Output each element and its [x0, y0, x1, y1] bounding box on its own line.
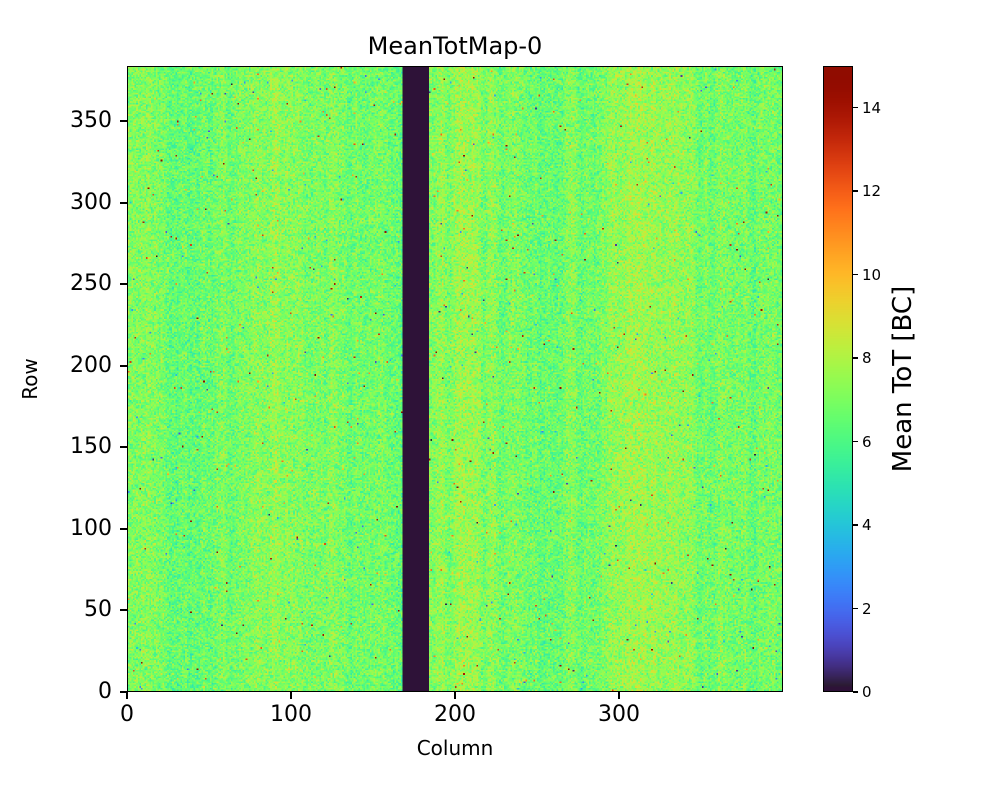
y-tick-mark [120, 201, 127, 204]
colorbar-canvas [824, 67, 852, 691]
colorbar-tick-label: 2 [862, 599, 872, 618]
colorbar-tick-label: 8 [862, 349, 872, 368]
y-tick-label: 350 [70, 108, 112, 134]
chart-title: MeanTotMap-0 [367, 32, 543, 60]
colorbar-tick-label: 14 [862, 98, 882, 117]
y-tick-mark [120, 446, 127, 449]
colorbar-tick-label: 6 [862, 432, 872, 451]
x-tick-mark [454, 692, 456, 699]
colorbar-tick-label: 12 [862, 182, 882, 201]
y-tick-label: 50 [84, 597, 112, 623]
y-tick-mark [120, 120, 127, 123]
colorbar-tick-mark [853, 440, 858, 443]
x-tick-label: 100 [270, 702, 312, 727]
x-axis-label: Column [416, 736, 494, 760]
y-tick-mark [120, 364, 127, 367]
colorbar-tick-mark [853, 190, 858, 192]
colorbar-tick-mark [853, 357, 858, 359]
y-tick-mark [120, 527, 127, 530]
colorbar-tick-mark [853, 524, 858, 526]
y-tick-mark [120, 691, 127, 693]
y-tick-label: 0 [98, 679, 112, 704]
heatmap-canvas [128, 67, 782, 691]
colorbar [823, 66, 853, 692]
colorbar-tick-label: 0 [862, 683, 872, 701]
x-tick-mark [290, 692, 292, 699]
x-tick-mark [126, 692, 128, 699]
x-tick-label: 0 [120, 702, 134, 727]
colorbar-tick-mark [853, 607, 858, 610]
colorbar-tick-mark [853, 273, 858, 276]
x-tick-label: 300 [598, 702, 640, 727]
y-tick-mark [120, 609, 127, 612]
y-tick-label: 150 [70, 434, 112, 460]
y-tick-label: 250 [70, 271, 112, 297]
y-tick-label: 300 [70, 189, 112, 215]
colorbar-tick-label: 4 [862, 516, 872, 535]
heatmap-plot-area [127, 66, 783, 692]
y-tick-label: 100 [70, 515, 112, 541]
colorbar-tick-mark [853, 106, 858, 109]
colorbar-tick-label: 10 [862, 265, 882, 284]
y-axis-label: Row [18, 358, 42, 400]
y-tick-label: 200 [70, 352, 112, 378]
colorbar-label: Mean ToT [BC] [888, 285, 918, 473]
x-tick-mark [618, 692, 620, 699]
y-tick-mark [120, 283, 127, 286]
colorbar-tick-mark [853, 691, 858, 693]
x-tick-label: 200 [434, 702, 476, 727]
